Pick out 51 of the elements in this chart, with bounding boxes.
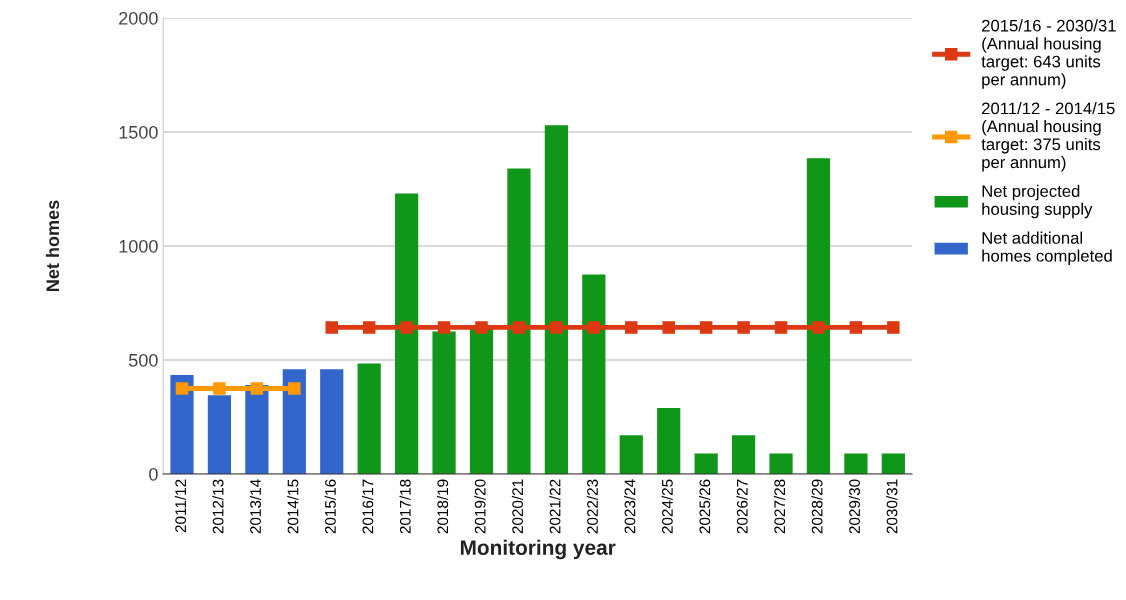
- y-axis-title: Net homes: [45, 200, 60, 291]
- bar: [395, 193, 419, 474]
- legend-label: Net additional homes completed: [982, 231, 1112, 266]
- x-tick-label: 2030/31: [886, 479, 898, 534]
- x-tick-label: 2029/30: [848, 479, 860, 534]
- bar: [207, 395, 232, 474]
- x-tick-label: 2022/23: [586, 479, 598, 534]
- bar: [881, 453, 905, 474]
- x-tick-label: 2027/28: [773, 479, 786, 534]
- bar: [170, 375, 194, 474]
- bar: [806, 158, 831, 474]
- x-tick-label: 2011/12: [174, 479, 187, 533]
- x-tick-label: 2015/16: [324, 479, 336, 534]
- bar: [282, 369, 306, 474]
- bar: [507, 168, 531, 474]
- y-tick-label: 0: [149, 467, 158, 481]
- x-tick-label: 2028/29: [811, 479, 823, 534]
- bar: [657, 407, 681, 474]
- bar: [432, 331, 456, 474]
- bar: [357, 363, 381, 474]
- bar: [469, 328, 494, 474]
- x-tick-label: 2019/20: [474, 479, 486, 534]
- bar: [694, 453, 718, 474]
- x-tick-label: 2026/27: [736, 479, 748, 534]
- y-tick-label: 2000: [119, 11, 158, 25]
- bar: [544, 125, 568, 474]
- x-tick-label: 2025/26: [699, 479, 711, 534]
- x-axis-title: Monitoring year: [460, 539, 616, 560]
- x-tick-label: 2018/19: [436, 479, 449, 534]
- x-tick-label: 2012/13: [212, 479, 224, 534]
- bar: [582, 274, 606, 474]
- y-tick-label: 1500: [119, 125, 158, 139]
- legend-label: 2011/12 - 2014/15 (Annual housing target: 375 units per annum): [981, 102, 1115, 172]
- bar: [619, 435, 643, 474]
- x-tick-label: 2013/14: [249, 479, 261, 534]
- x-tick-label: 2017/18: [399, 479, 411, 534]
- x-tick-label: 2014/15: [287, 479, 299, 534]
- bar: [844, 453, 868, 474]
- bar: [245, 385, 269, 474]
- y-tick-label: 1000: [119, 239, 158, 253]
- x-tick-label: 2024/25: [661, 479, 673, 534]
- legend-label: 2015/16 - 2030/31 (Annual housing target: 643 units per annum): [981, 19, 1116, 89]
- bar: [320, 369, 344, 474]
- bar: [731, 435, 756, 474]
- y-tick-label: 500: [129, 353, 158, 367]
- x-tick-label: 2021/22: [549, 479, 561, 534]
- x-tick-label: 2016/17: [362, 479, 374, 534]
- x-tick-label: 2020/21: [511, 479, 524, 534]
- legend-label: Net projected housing supply: [982, 184, 1093, 219]
- x-tick-label: 2023/24: [624, 479, 636, 534]
- bar: [769, 453, 793, 474]
